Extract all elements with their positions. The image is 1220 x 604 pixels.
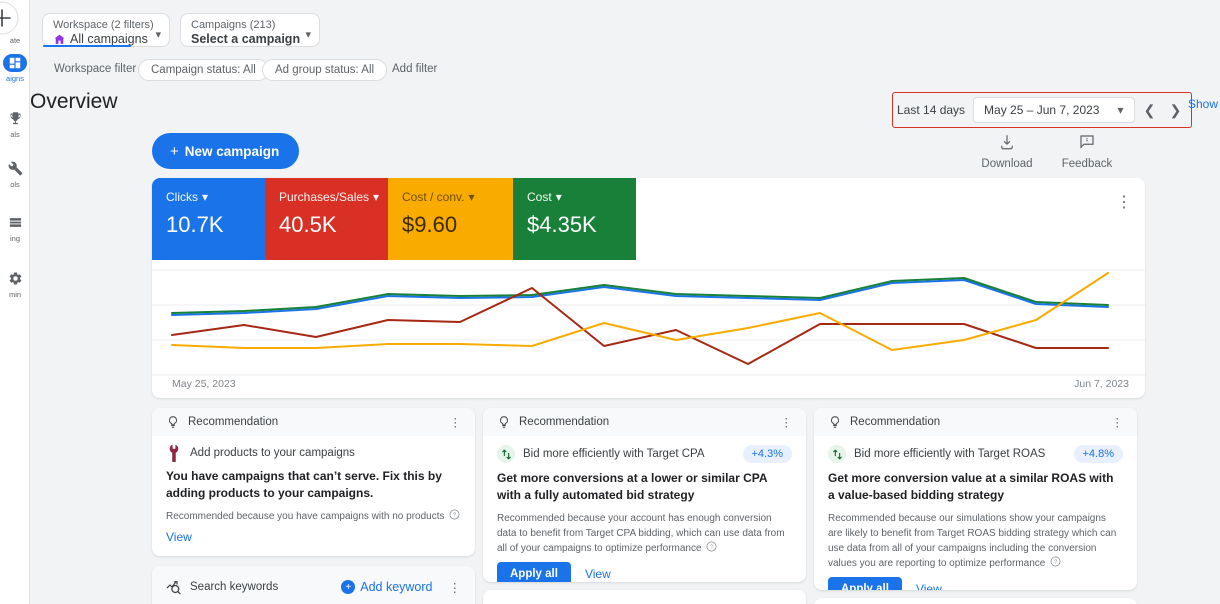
svg-text:?: ?: [453, 513, 456, 519]
svg-text:?: ?: [1054, 560, 1057, 566]
svg-text:?: ?: [710, 545, 713, 551]
